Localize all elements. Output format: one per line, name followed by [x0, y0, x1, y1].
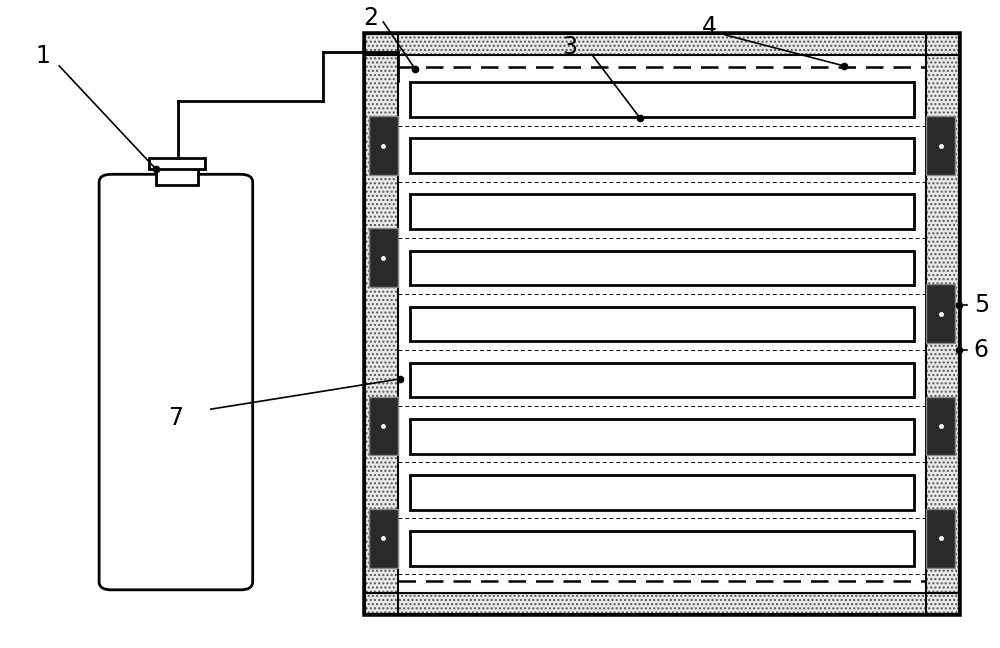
Bar	[365, 593, 959, 614]
Bar	[410, 307, 914, 341]
Bar	[398, 55, 926, 593]
Bar	[926, 55, 959, 593]
Bar	[410, 194, 914, 229]
Bar	[369, 228, 398, 287]
Bar	[410, 419, 914, 454]
Bar	[926, 116, 955, 175]
Bar	[365, 34, 959, 55]
Bar	[369, 509, 398, 568]
Bar	[365, 55, 398, 593]
Bar	[149, 157, 205, 169]
Bar	[365, 593, 959, 614]
Bar	[365, 34, 959, 614]
Bar	[365, 593, 959, 614]
Bar	[926, 397, 955, 456]
Bar	[365, 55, 398, 593]
Bar	[410, 531, 914, 566]
Text: 6: 6	[974, 338, 989, 362]
Text: 4: 4	[702, 15, 717, 39]
Bar	[410, 475, 914, 509]
Bar	[369, 397, 398, 456]
FancyBboxPatch shape	[99, 174, 253, 590]
Bar	[926, 34, 959, 614]
Bar	[365, 34, 959, 55]
Text: 5: 5	[974, 293, 989, 317]
Bar	[365, 34, 959, 55]
Bar	[926, 55, 959, 593]
Bar	[156, 166, 198, 185]
Text: 1: 1	[36, 44, 51, 68]
Bar	[410, 82, 914, 117]
Bar	[926, 284, 955, 343]
Bar	[410, 363, 914, 397]
Text: 7: 7	[168, 406, 183, 430]
Bar	[926, 509, 955, 568]
Bar	[369, 116, 398, 175]
Bar	[365, 34, 398, 614]
Bar	[410, 139, 914, 173]
Text: 2: 2	[363, 6, 378, 30]
Bar	[410, 251, 914, 285]
Text: 3: 3	[562, 34, 577, 58]
